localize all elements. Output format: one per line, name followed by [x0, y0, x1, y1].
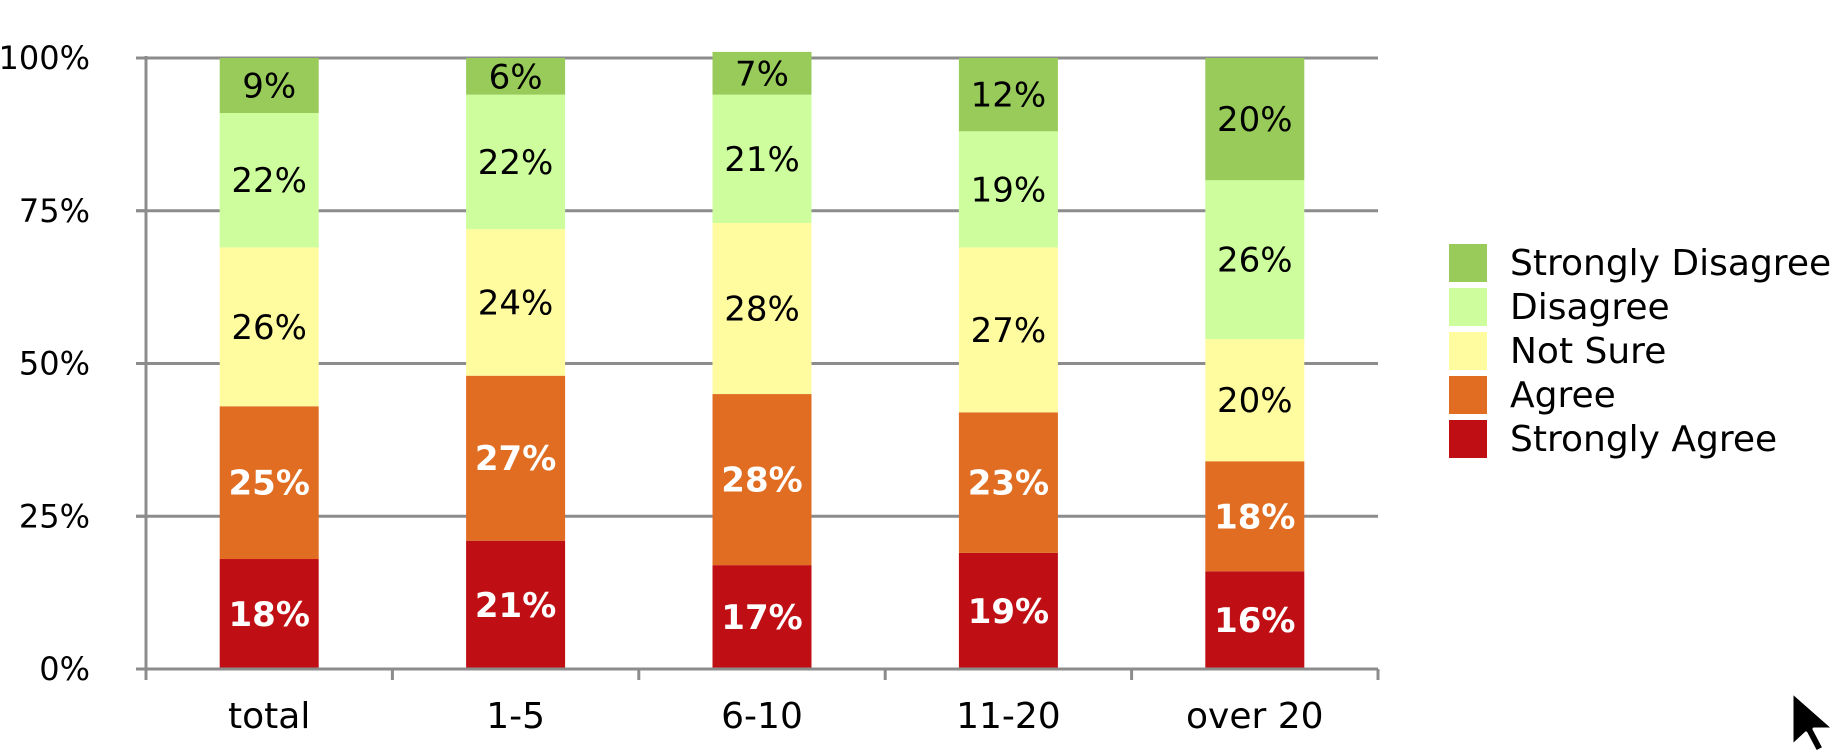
bar-segment — [466, 94, 566, 230]
legend-swatch — [1449, 376, 1487, 414]
y-tick-label: 75% — [19, 192, 90, 230]
data-label: 18% — [1214, 497, 1295, 537]
data-label: 16% — [1214, 601, 1295, 641]
bars: 18% 25% 26% 22% 9% 21% 27% 24% 22% 6% 17% 28% 28% 21%… — [219, 51, 1305, 669]
data-label: 26% — [1217, 241, 1293, 281]
data-label: 21% — [724, 140, 800, 180]
data-label: 12% — [971, 76, 1047, 116]
bar-segment — [712, 565, 812, 669]
bar-segment — [958, 552, 1058, 669]
bar-segment — [1205, 339, 1305, 462]
bar-segment — [466, 58, 566, 95]
y-tick-label: 25% — [19, 497, 90, 535]
legend-label: Strongly Disagree — [1510, 243, 1831, 284]
bar-segment — [958, 131, 1058, 248]
bar-segment — [1205, 180, 1305, 340]
data-label: 9% — [242, 66, 296, 106]
legend-swatch — [1449, 288, 1487, 326]
data-label: 20% — [1217, 100, 1293, 140]
bar-segment — [1205, 571, 1305, 669]
x-category-label: 11-20 — [956, 696, 1061, 737]
data-label: 26% — [231, 308, 307, 348]
data-label: 27% — [971, 311, 1047, 351]
data-label: 25% — [229, 464, 310, 504]
data-label: 6% — [489, 57, 543, 97]
x-category-label: 6-10 — [721, 696, 803, 737]
legend-swatch — [1449, 332, 1487, 370]
data-label: 18% — [229, 595, 310, 635]
data-label: 28% — [724, 290, 800, 330]
legend-label: Not Sure — [1510, 331, 1666, 372]
bar-segment — [712, 394, 812, 566]
bar-segment — [712, 94, 812, 223]
y-tick-label: 100% — [0, 39, 90, 77]
data-label: 17% — [721, 598, 802, 638]
bar-segment — [466, 229, 566, 376]
mouse-pointer-icon — [1790, 690, 1836, 752]
legend-swatch — [1449, 420, 1487, 458]
legend-label: Agree — [1510, 375, 1616, 416]
bar-segment — [958, 247, 1058, 413]
bar-segment — [219, 247, 319, 407]
y-tick-label: 50% — [19, 345, 90, 383]
data-label: 21% — [475, 586, 556, 626]
x-category-label: 1-5 — [486, 696, 545, 737]
data-label: 27% — [475, 439, 556, 479]
bar-segment — [1205, 461, 1305, 572]
data-label: 22% — [231, 161, 307, 201]
bar-segment — [466, 375, 566, 541]
data-label: 20% — [1217, 381, 1293, 421]
bar-segment — [219, 406, 319, 560]
data-label: 23% — [968, 464, 1049, 504]
data-label: 7% — [735, 54, 789, 94]
data-label: 28% — [721, 461, 802, 501]
x-category-label: total — [228, 696, 310, 737]
legend-label: Disagree — [1510, 287, 1670, 328]
bar-segment — [1205, 58, 1305, 181]
bar-segment — [712, 51, 812, 95]
data-label: 19% — [971, 170, 1047, 210]
bar-segment — [466, 540, 566, 669]
legend-swatch — [1449, 244, 1487, 282]
bar-segment — [219, 112, 319, 248]
bar-segment — [958, 58, 1058, 132]
data-label: 24% — [478, 283, 554, 323]
data-label: 19% — [968, 592, 1049, 632]
legend-label: Strongly Agree — [1510, 419, 1777, 460]
axes: 0% 25% 50% 75% 100% total 1-5 6-10 11-20 over 20 — [0, 39, 1380, 737]
bar-segment — [219, 559, 319, 669]
y-tick-label: 0% — [39, 650, 90, 688]
bar-segment — [219, 58, 319, 113]
bar-segment — [958, 412, 1058, 553]
data-label: 22% — [478, 143, 554, 183]
x-category-label: over 20 — [1186, 696, 1324, 737]
bar-segment — [712, 222, 812, 395]
